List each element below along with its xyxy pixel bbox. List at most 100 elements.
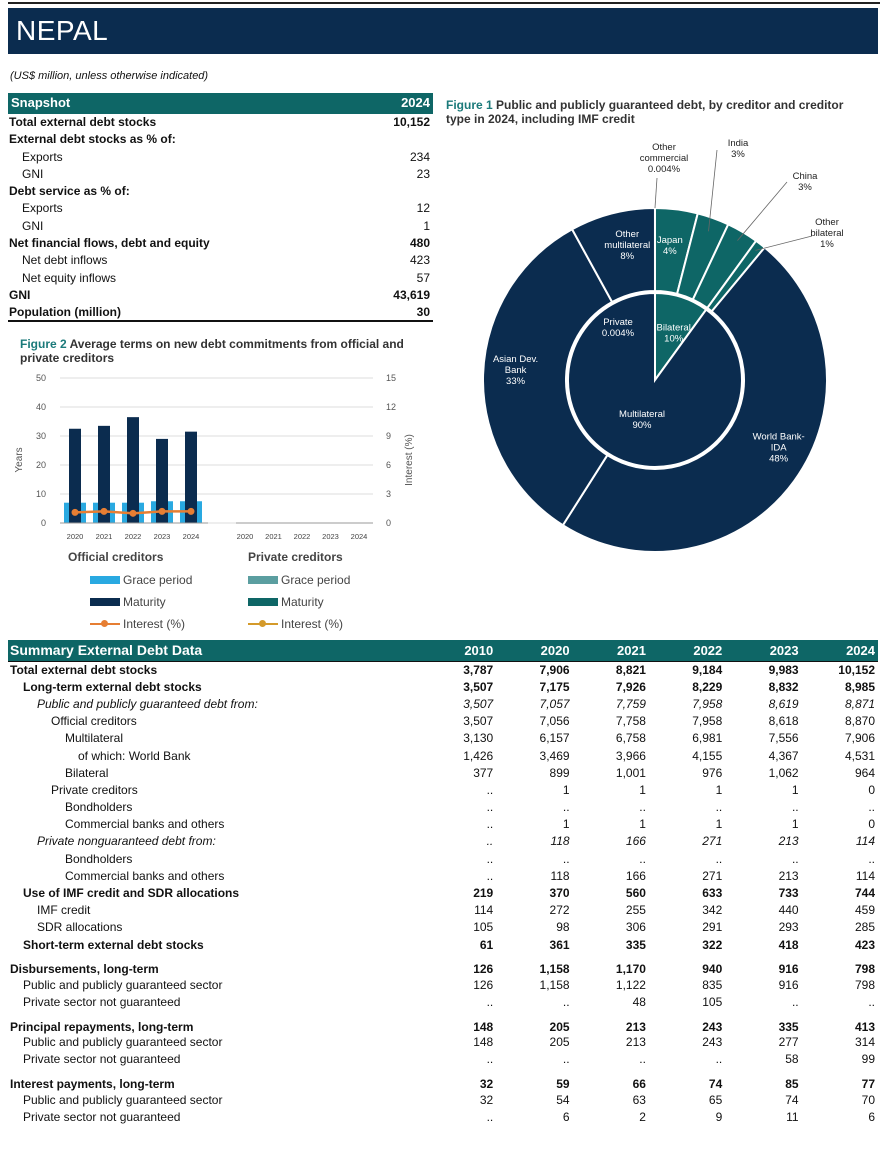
table-cell: 560: [625, 886, 646, 901]
row-label: Public and publicly guaranteed sector: [23, 1035, 223, 1050]
snapshot-label: Exports: [22, 149, 63, 164]
y2-tick-label: 9: [386, 431, 391, 441]
table-cell: 32: [479, 1092, 494, 1107]
table-cell: 114: [855, 834, 875, 849]
row-label: Private sector not guaranteed: [23, 994, 181, 1009]
row-label: Bilateral: [65, 765, 109, 780]
table-cell: ..: [486, 800, 494, 815]
row-label: Long-term external debt stocks: [23, 679, 202, 694]
table-cell: 1,426: [463, 748, 494, 763]
y-tick-label: 40: [36, 402, 46, 412]
legend-label: Maturity: [123, 595, 166, 609]
table-cell: 3,507: [463, 714, 494, 729]
table-cell: 63: [632, 1092, 646, 1107]
table-row: Use of IMF credit and SDR allocations 219…: [8, 884, 878, 901]
table-cell: 633: [702, 886, 723, 901]
table-cell: 271: [702, 834, 723, 849]
row-label: of which: World Bank: [78, 748, 191, 763]
interest-point-official: [129, 509, 137, 517]
table-cell: 413: [854, 1019, 875, 1034]
legend-private-head: Private creditors: [248, 550, 343, 564]
figure2-text: Average terms on new debt commitments fr…: [20, 337, 404, 365]
legend-label: Grace period: [281, 573, 351, 587]
terms-chart-svg: 0 10 20 30 40 50 0 3 6 9 12 15 Years Interest (%) 2020…: [14, 373, 415, 541]
year-header: 2022: [648, 640, 726, 661]
swatch-icon: [90, 576, 120, 584]
legend-official-interest: Interest (%): [90, 617, 185, 631]
snapshot-value: 30: [416, 305, 430, 320]
table-cell: 277: [778, 1035, 799, 1050]
y-axis-label: Years: [14, 447, 25, 472]
table-cell: 899: [549, 765, 570, 780]
snapshot-value: 10,152: [393, 115, 430, 129]
table-cell: 7,057: [539, 696, 570, 711]
table-cell: 8,821: [572, 660, 649, 679]
table-cell: 8,870: [844, 714, 875, 729]
table-cell: 271: [702, 868, 723, 883]
table-cell: 9: [715, 1109, 723, 1124]
table-cell: 32: [479, 1076, 494, 1091]
table-row: Bondholders............: [8, 850, 878, 867]
table-cell: ..: [868, 800, 875, 815]
snapshot-row: External debt stocks as % of:: [8, 131, 433, 148]
table-cell: ..: [868, 851, 875, 866]
snapshot-year: 2024: [401, 95, 430, 110]
row-label: Bondholders: [65, 851, 133, 866]
snapshot-title: Snapshot: [11, 95, 71, 110]
table-row: Public and publicly guaranteed sector 126…: [8, 976, 878, 993]
table-row: Short-term external debt stocks 61 361 335 3…: [8, 936, 878, 953]
row-label: Use of IMF credit and SDR allocations: [23, 886, 240, 901]
table-cell: 74: [785, 1092, 799, 1107]
bar-maturity-official: [98, 425, 110, 523]
snapshot-value: 1: [423, 218, 430, 233]
table-cell: 9,983: [725, 660, 802, 679]
table-row: Commercial banks and others.. 1 1 1 1 0: [8, 816, 878, 833]
table-cell: 48: [632, 994, 646, 1009]
year-header: 2010: [419, 640, 497, 661]
table-cell: 1: [715, 782, 723, 797]
table-cell: 964: [854, 765, 875, 780]
table-cell: 74: [708, 1076, 723, 1091]
table-row: Multilateral 3,130 6,157 6,758 6,981 7,556 7,9…: [8, 730, 878, 747]
pie-label: Other commercial 0.004%: [640, 142, 689, 175]
table-cell: 361: [549, 937, 570, 952]
table-cell: 1: [639, 817, 646, 832]
snapshot-header: Snapshot 2024: [8, 93, 433, 114]
pie-slice-inner: [567, 291, 743, 468]
table-cell: ..: [486, 851, 494, 866]
pie-label: Other multilateral 8%: [604, 229, 650, 262]
line-marker-icon: [90, 620, 120, 627]
snapshot-row: Debt service as % of:: [8, 183, 433, 200]
figure1-number: Figure 1: [446, 98, 493, 112]
table-row: Commercial banks and others.. 118 166 271 21…: [8, 867, 878, 884]
table-cell: 0: [868, 782, 875, 797]
legend-private-maturity: Maturity: [248, 595, 324, 609]
table-cell: 213: [778, 868, 799, 883]
table-cell: 291: [702, 920, 723, 935]
table-cell: 3,130: [463, 731, 494, 746]
table-cell: 744: [854, 886, 875, 901]
row-label: Private creditors: [51, 782, 138, 797]
table-cell: ..: [791, 994, 799, 1009]
table-cell: 1,170: [615, 962, 646, 977]
table-cell: 6,981: [692, 731, 723, 746]
table-cell: 342: [702, 903, 723, 918]
table-cell: 213: [778, 834, 799, 849]
table-row: Principal repayments, long-term 148 205 213…: [8, 1011, 878, 1034]
table-cell: 3,507: [463, 679, 494, 694]
table-cell: 7,906: [844, 731, 875, 746]
table-cell: 118: [550, 834, 570, 849]
table-cell: 77: [861, 1076, 875, 1091]
interest-point-official: [71, 508, 79, 516]
pie-ring-divider: [565, 290, 745, 470]
table-cell: 61: [479, 937, 494, 952]
table-row: Public and publicly guaranteed debt from…: [8, 695, 878, 712]
table-cell: 8,871: [844, 696, 875, 711]
table-cell: 916: [778, 977, 799, 992]
table-cell: 1,122: [615, 977, 646, 992]
figure2-title: Figure 2 Average terms on new debt commi…: [20, 337, 420, 365]
row-label: Public and publicly guaranteed debt from…: [37, 696, 258, 711]
leader-line: [708, 149, 718, 232]
legend-label: Grace period: [123, 573, 193, 587]
table-cell: 105: [702, 994, 723, 1009]
